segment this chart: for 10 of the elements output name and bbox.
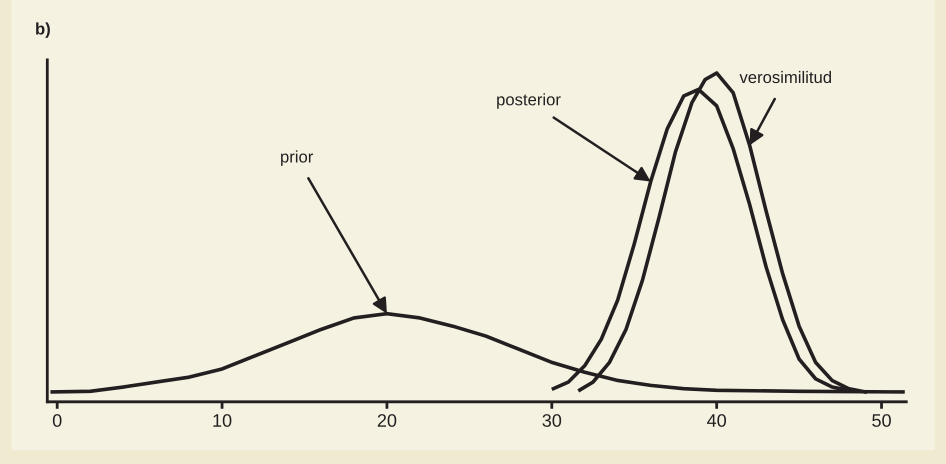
x-tick-label: 20: [378, 414, 396, 427]
x-tick-label: 0: [52, 414, 62, 427]
annotation: posterior: [497, 93, 561, 109]
annotation: prior: [281, 150, 314, 166]
x-tick-label: 40: [707, 414, 726, 427]
x-tick-label: 50: [872, 414, 891, 427]
x-tick-label: 30: [542, 414, 562, 427]
x-tick-label: 10: [213, 414, 232, 427]
annotation: verosimilitud: [740, 70, 831, 84]
chart-title: b): [36, 22, 50, 38]
